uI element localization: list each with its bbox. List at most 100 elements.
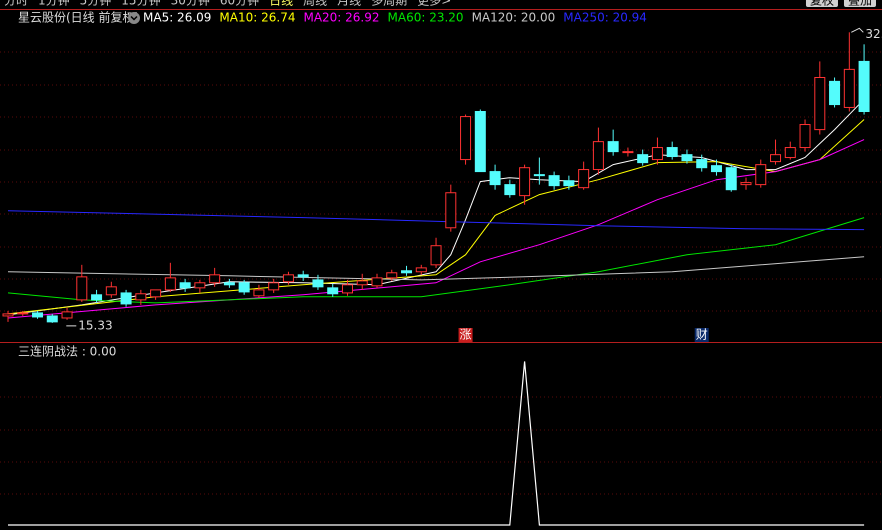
toolbar-item[interactable]: 多周期: [371, 0, 407, 8]
indicator-title: 三连阴战法 : 0.00: [18, 344, 116, 359]
candle-body: [430, 245, 442, 266]
candle-body: [238, 282, 250, 293]
toolbar-item[interactable]: 日线: [269, 0, 293, 8]
candle-body: [637, 154, 649, 164]
toolbar-item[interactable]: 分时: [4, 0, 28, 8]
candle-body: [474, 111, 486, 173]
candle-body: [194, 282, 206, 289]
event-marker-bg: [694, 328, 709, 342]
legend-entry: MA10: 26.74: [219, 11, 295, 25]
candle-body: [829, 80, 841, 106]
legend-entry: MA5: 26.09: [143, 11, 211, 25]
legend-entry: MA120: 20.00: [472, 11, 556, 25]
annotation-label: 32.: [865, 27, 882, 41]
candle-body: [120, 292, 132, 305]
toolbar-item[interactable]: 15分钟: [121, 0, 160, 8]
toolbar-item[interactable]: 月线: [337, 0, 361, 8]
toolbar-button[interactable]: [805, 0, 838, 7]
candle-body: [46, 315, 58, 323]
candle-body: [415, 267, 427, 273]
ma-line: [7, 217, 865, 304]
candle-body: [725, 167, 737, 191]
candle-body: [150, 289, 162, 298]
toolbar-item[interactable]: 周线: [303, 0, 327, 8]
candle-body: [135, 293, 147, 301]
candle-body: [533, 174, 545, 177]
ma-line: [7, 119, 865, 315]
ma-line: [7, 210, 865, 231]
candle-body: [843, 68, 855, 108]
candle-body: [2, 313, 14, 317]
toolbar-button-label[interactable]: 复权: [810, 0, 834, 8]
candle-body: [696, 159, 708, 169]
candle-body: [651, 147, 663, 161]
candle-body: [784, 147, 796, 159]
candle-body: [460, 116, 472, 161]
event-marker-bg: [458, 328, 473, 342]
candle-body: [268, 282, 280, 291]
candle-body: [179, 282, 191, 289]
candle-body: [607, 141, 619, 153]
legend-entry: MA60: 23.20: [388, 11, 464, 25]
candle-body: [209, 274, 221, 284]
candle-body: [91, 294, 103, 301]
candle-body: [858, 60, 870, 113]
toolbar-button[interactable]: [843, 0, 876, 7]
ma-line: [7, 256, 865, 281]
grid: [0, 51, 882, 495]
toolbar-item[interactable]: 30分钟: [171, 0, 210, 8]
candle-body: [253, 289, 265, 297]
dropdown-arrow: [130, 15, 138, 21]
candle-body: [297, 274, 309, 278]
candle-body: [312, 279, 324, 288]
stock-title: 星云股份(日线 前复权): [18, 10, 139, 25]
event-marker: 财: [696, 328, 708, 342]
candle-body: [371, 277, 383, 287]
candle-body: [770, 154, 782, 163]
candle-body: [666, 147, 678, 158]
annotation-label: 15.33: [78, 318, 112, 332]
candle-body: [519, 167, 531, 197]
ma-line: [7, 139, 865, 319]
candle-body: [164, 277, 176, 291]
toolbar-item[interactable]: 5分钟: [80, 0, 112, 8]
candle-body: [76, 276, 88, 301]
candle-body: [548, 175, 560, 187]
dropdown-icon[interactable]: [128, 12, 140, 24]
candle-body: [401, 270, 413, 274]
candle-body: [814, 76, 826, 131]
candle-body: [32, 312, 44, 318]
candle-body: [105, 286, 117, 296]
candle-body: [504, 184, 516, 196]
candle-body: [489, 171, 501, 186]
candle-body: [17, 312, 29, 315]
candle-body: [61, 311, 73, 319]
candle-body: [563, 180, 575, 187]
candle-body: [710, 165, 722, 173]
candle-body: [282, 274, 294, 283]
toolbar-item[interactable]: 更多>: [417, 0, 451, 8]
toolbar-button-label[interactable]: 叠加: [848, 0, 872, 8]
candle-body: [740, 182, 752, 186]
candle-body: [223, 282, 235, 286]
toolbar-item[interactable]: 1分钟: [38, 0, 70, 8]
candle-body: [622, 151, 634, 154]
candle-body: [799, 124, 811, 149]
toolbar-item[interactable]: 60分钟: [220, 0, 259, 8]
candle-body: [341, 284, 353, 294]
legend-entry: MA20: 26.92: [303, 11, 379, 25]
event-marker: 涨: [460, 327, 472, 342]
candle-body: [592, 141, 604, 171]
candle-body: [578, 169, 590, 189]
legend-entry: MA250: 20.94: [563, 11, 647, 25]
candle-body: [681, 154, 693, 162]
candle-body: [356, 280, 368, 286]
candle-body: [327, 287, 339, 295]
candle-body: [445, 192, 457, 229]
indicator-line: [8, 361, 865, 526]
candle-body: [755, 164, 767, 186]
candle-body: [386, 272, 398, 279]
